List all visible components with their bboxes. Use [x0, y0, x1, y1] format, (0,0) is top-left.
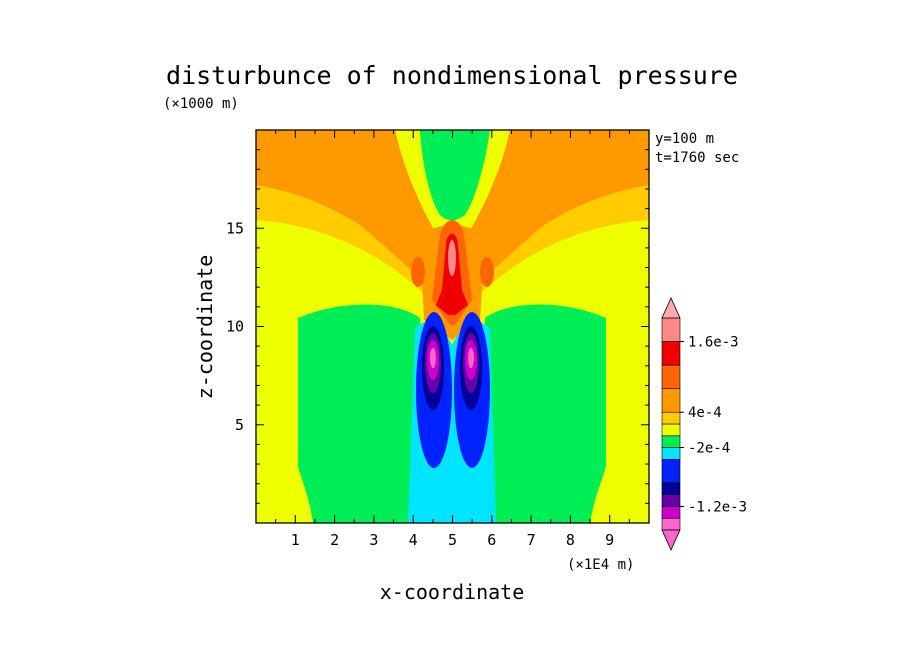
colorbar-level	[661, 364, 681, 389]
x-tick-label: 1	[291, 531, 300, 549]
field-pink-lobe-left	[430, 348, 436, 368]
y-tick-label: 5	[235, 416, 244, 434]
colorbar-lower-extend	[661, 529, 681, 551]
annotation-y: y=100 m	[655, 131, 714, 147]
colorbar-level	[661, 447, 681, 460]
field-orange-right	[456, 130, 649, 300]
x-tick-label: 3	[369, 531, 378, 549]
x-tick-label: 6	[487, 531, 496, 549]
x-axis-label: x-coordinate	[380, 580, 525, 604]
colorbar-level	[661, 494, 681, 507]
y-tick-label: 15	[226, 219, 244, 237]
chart-title: disturbunce of nondimensional pressure	[166, 61, 738, 90]
colorbar-level	[661, 459, 681, 484]
x-tick-label: 8	[566, 531, 575, 549]
colorbar-level	[661, 317, 681, 342]
x-tick-label: 4	[409, 531, 418, 549]
x-tick-label: 5	[448, 531, 457, 549]
colorbar-label: 4e-4	[688, 405, 722, 421]
colorbar-upper-extend	[661, 297, 681, 319]
x-tick-label: 7	[527, 531, 536, 549]
colorbar-label: -1.2e-3	[688, 499, 747, 515]
colorbar-label: -2e-4	[688, 441, 730, 457]
colorbar-level	[661, 341, 681, 366]
colorbar-level	[661, 482, 681, 495]
x-unit-label: (×1E4 m)	[567, 557, 634, 573]
field-orange-blob-left	[411, 257, 425, 287]
x-tick-label: 9	[605, 531, 614, 549]
field-pink-core	[448, 240, 456, 276]
field-green-left	[298, 304, 420, 523]
field-orange-left	[256, 130, 448, 300]
colorbar-level	[661, 506, 681, 519]
y-tick-label: 10	[226, 318, 244, 336]
contour-field	[256, 130, 649, 523]
y-unit-label: (×1000 m)	[163, 96, 239, 112]
field-orange-blob-right	[480, 257, 494, 287]
annotation-t: t=1760 sec	[655, 150, 739, 166]
colorbar: 1.6e-3 4e-4 -2e-4 -1.2e-3	[661, 297, 747, 551]
colorbar-level	[661, 423, 681, 437]
field-green-top	[420, 130, 490, 221]
colorbar-level	[661, 517, 681, 531]
colorbar-level	[661, 388, 681, 413]
colorbar-level	[661, 435, 681, 448]
x-tick-label: 2	[330, 531, 339, 549]
field-pink-lobe-right	[468, 348, 474, 368]
colorbar-level	[661, 411, 681, 425]
colorbar-label: 1.6e-3	[688, 335, 739, 351]
x-axis: 1 2 3 4 5 6 7 8 9	[255, 130, 650, 549]
y-axis-label: z-coordinate	[193, 255, 217, 400]
field-green-right	[485, 304, 606, 523]
y-axis: 5 10 15	[226, 129, 649, 524]
